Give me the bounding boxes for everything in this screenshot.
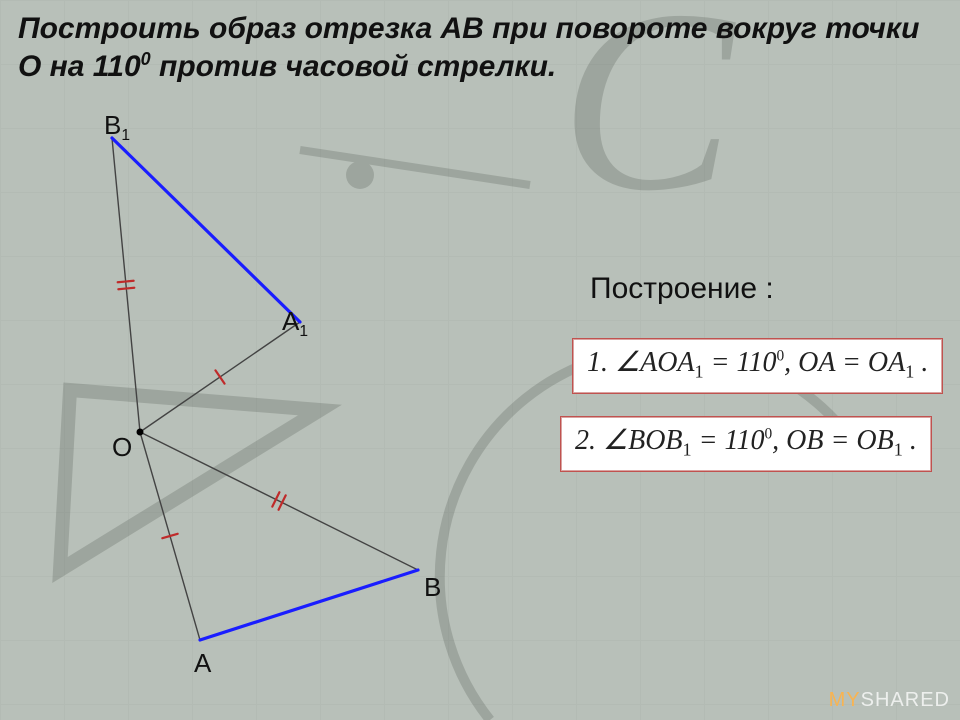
point-label: В <box>424 572 441 603</box>
branding-watermark: MYSHARED <box>829 689 950 712</box>
point-label: В1 <box>104 110 130 145</box>
point-label: А <box>194 648 211 679</box>
branding-prefix: MY <box>829 689 861 711</box>
point-label: А1 <box>282 306 308 341</box>
geometry-diagram <box>0 0 960 720</box>
branding-suffix: SHARED <box>861 689 950 711</box>
point-label: О <box>112 432 132 463</box>
stage: С Построить образ отрезка АВ при поворот… <box>0 0 960 720</box>
